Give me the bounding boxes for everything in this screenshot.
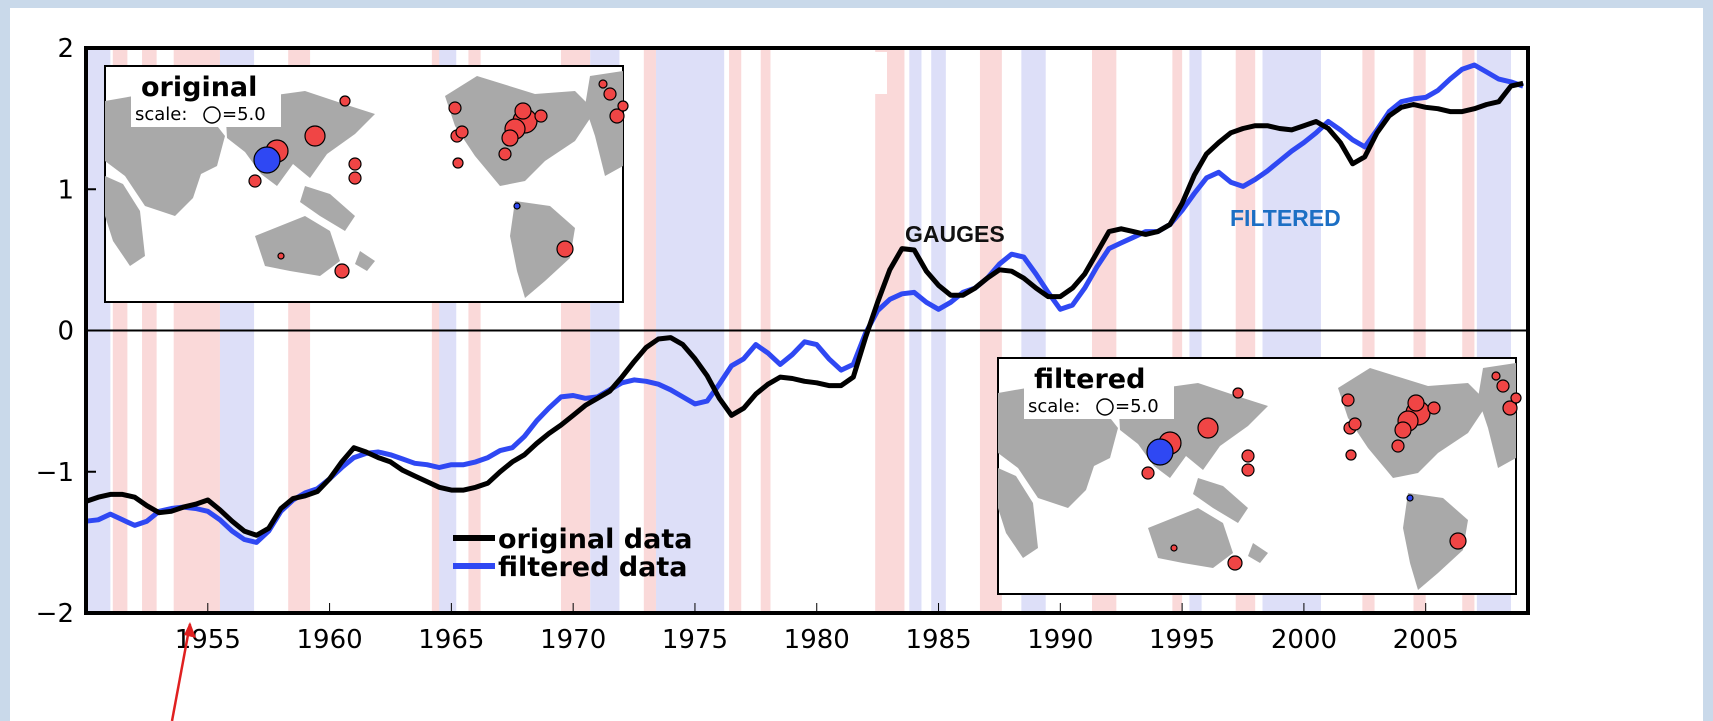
y-tick-label: −1 xyxy=(36,458,74,488)
station-marker-positive xyxy=(1510,392,1522,404)
station-marker-positive xyxy=(277,252,285,260)
x-tick-label: 1965 xyxy=(418,625,484,655)
station-marker-positive xyxy=(1394,421,1412,439)
station-marker-positive xyxy=(1391,439,1405,453)
inset-scale-label: scale: xyxy=(135,104,187,125)
station-marker-positive xyxy=(514,102,532,120)
x-tick-label: 1990 xyxy=(1027,625,1093,655)
annotation-filtered: FILTERED xyxy=(1230,205,1341,231)
station-marker-positive xyxy=(339,95,351,107)
inset-scale-label: scale: xyxy=(1028,396,1080,417)
inset-label-box xyxy=(1024,361,1174,419)
x-tick-label: 1985 xyxy=(905,625,971,655)
scale-circle-icon xyxy=(203,106,221,124)
y-tick-label: 0 xyxy=(57,317,74,347)
station-marker-positive xyxy=(1227,555,1243,571)
station-marker-positive xyxy=(609,108,625,124)
sea-level-chart: 1955 1960 1965 1970 1975 1980 1985 1990 1995 2000… xyxy=(36,34,1530,721)
x-tick-label: 1960 xyxy=(296,625,362,655)
station-marker-positive xyxy=(452,157,464,169)
x-tick-label: 1975 xyxy=(662,625,728,655)
station-marker-positive xyxy=(501,129,519,147)
scale-circle-icon xyxy=(1096,398,1114,416)
blank-patch xyxy=(775,52,887,94)
station-marker-positive xyxy=(1232,387,1244,399)
station-marker-positive xyxy=(1141,466,1155,480)
land-shape xyxy=(1248,543,1268,563)
station-marker-negative xyxy=(1406,494,1414,502)
station-marker-positive xyxy=(448,101,462,115)
station-marker-positive xyxy=(455,125,469,139)
station-marker-positive xyxy=(1345,449,1357,461)
legend: original data filtered data xyxy=(453,524,692,583)
station-marker-positive xyxy=(556,240,574,258)
station-marker-negative xyxy=(513,202,521,210)
station-marker-positive xyxy=(1170,544,1178,552)
y-tick-label: −2 xyxy=(36,599,74,629)
station-marker-positive xyxy=(1449,532,1467,550)
station-marker-positive xyxy=(534,109,548,123)
y-axis: 2 1 0 −1 −2 xyxy=(36,34,96,629)
station-marker-positive xyxy=(304,125,326,147)
station-marker-negative xyxy=(1146,438,1174,466)
station-marker-positive xyxy=(248,174,262,188)
station-marker-negative xyxy=(253,146,281,174)
land-shape xyxy=(998,468,1038,558)
land-shape xyxy=(255,216,340,276)
chart-panel: 1955 1960 1965 1970 1975 1980 1985 1990 1995 2000… xyxy=(10,8,1703,721)
inset-markers xyxy=(248,79,629,279)
x-tick-label: 2000 xyxy=(1271,625,1337,655)
inset-title: filtered xyxy=(1034,364,1145,395)
land-shape xyxy=(300,186,355,231)
station-marker-positive xyxy=(1341,393,1355,407)
station-marker-positive xyxy=(1348,417,1362,431)
station-marker-positive xyxy=(348,157,362,171)
station-marker-positive xyxy=(348,171,362,185)
station-marker-positive xyxy=(1407,394,1425,412)
land-shape xyxy=(1148,508,1233,568)
station-marker-positive xyxy=(598,79,608,89)
inset-title: original xyxy=(141,72,257,103)
x-tick-label: 1980 xyxy=(784,625,850,655)
x-tick-label: 2005 xyxy=(1393,625,1459,655)
land-shape xyxy=(355,251,375,271)
legend-label-original: original data xyxy=(498,524,692,555)
land-shape xyxy=(105,176,145,266)
x-tick-label: 1995 xyxy=(1149,625,1215,655)
pointer-arrow-icon xyxy=(170,622,196,721)
station-marker-positive xyxy=(1496,379,1510,393)
x-axis: 1955 1960 1965 1970 1975 1980 1985 1990 1995 2000… xyxy=(175,603,1459,655)
series-line-original xyxy=(85,80,1524,538)
station-marker-positive xyxy=(617,100,629,112)
y-tick-label: 2 xyxy=(57,34,74,64)
y-tick-label: 1 xyxy=(57,175,74,205)
inset-label-box xyxy=(131,69,281,127)
station-marker-positive xyxy=(1241,449,1255,463)
station-marker-positive xyxy=(1241,463,1255,477)
x-tick-label: 1970 xyxy=(540,625,606,655)
inset-scale-value: =5.0 xyxy=(1115,396,1159,417)
land-shape xyxy=(1193,478,1248,523)
station-marker-positive xyxy=(1427,401,1441,415)
station-marker-positive xyxy=(1502,400,1518,416)
land-shape xyxy=(1403,493,1468,590)
inset-map-original: original scale: =5.0 xyxy=(104,65,629,303)
station-marker-positive xyxy=(334,263,350,279)
station-marker-positive xyxy=(498,147,512,161)
legend-label-filtered: filtered data xyxy=(498,552,688,583)
station-marker-positive xyxy=(1197,417,1219,439)
land-shape xyxy=(510,201,575,298)
inset-map-filtered: filtered scale: =5.0 xyxy=(997,357,1522,595)
annotation-gauges: GAUGES xyxy=(905,221,1005,247)
inset-markers xyxy=(1141,371,1522,571)
station-marker-positive xyxy=(1491,371,1501,381)
inset-scale-value: =5.0 xyxy=(222,104,266,125)
series-layer xyxy=(85,62,1524,545)
station-marker-positive xyxy=(603,87,617,101)
